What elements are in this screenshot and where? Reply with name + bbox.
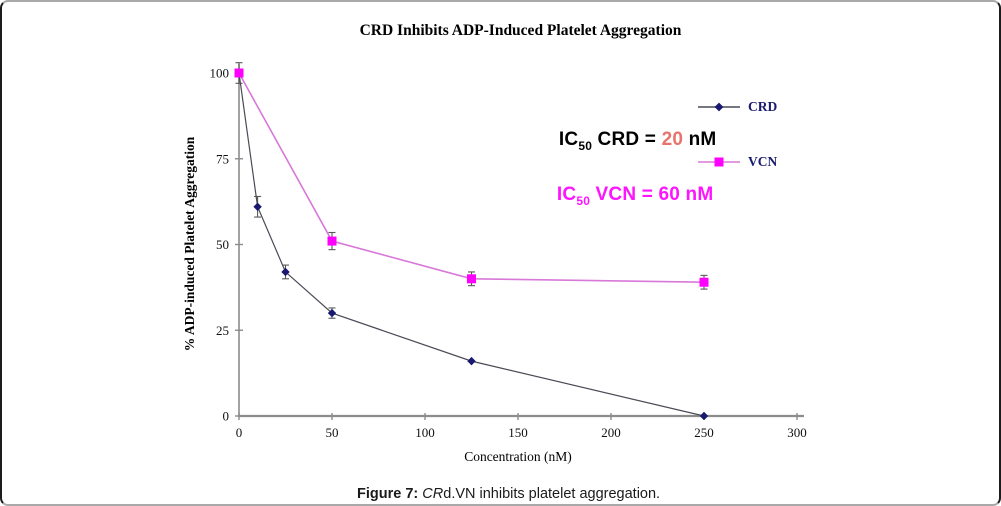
x-tick-label: 150 (508, 425, 528, 440)
data-point-square (327, 236, 337, 246)
ic50-vcn-annotation: IC50 VCN = 60 nM (535, 162, 713, 230)
y-tick-label: 100 (210, 66, 230, 81)
data-point-diamond (327, 308, 337, 318)
y-tick-label: 50 (216, 237, 229, 252)
ic50-crd-subscript: 50 (578, 139, 593, 153)
data-point-square (234, 68, 244, 78)
x-tick-label: 0 (236, 425, 243, 440)
caption-rest: d.VN inhibits platelet aggregation. (443, 486, 661, 502)
ic50-crd-suffix: nM (683, 129, 717, 150)
data-point-diamond (699, 411, 709, 421)
crd-legend-marker-icon (698, 102, 740, 112)
series-line (238, 72, 705, 284)
axes: 0 50 100 150 200 250 300 0 25 50 75 100 (210, 64, 807, 440)
data-point-diamond (253, 202, 262, 211)
caption-prefix: Figure 7: (357, 486, 423, 502)
ic50-crd-prefix: IC (558, 129, 579, 150)
legend-label-crd: CRD (748, 99, 778, 114)
y-tick-label: 75 (216, 151, 229, 166)
legend-label-vcn: VCN (748, 154, 778, 169)
caption-italic: CR (422, 486, 444, 502)
data-point-square (467, 274, 476, 284)
x-tick-label: 300 (787, 425, 807, 440)
data-point-diamond (281, 267, 290, 277)
ic50-vcn-suffix: nM (680, 184, 714, 205)
figure-caption: Figure 7: CRd.VN inhibits platelet aggre… (2, 470, 999, 504)
ic50-vcn-prefix: IC (556, 184, 577, 205)
x-tick-label: 50 (326, 425, 339, 440)
ic50-vcn-mid: VCN = (590, 184, 659, 205)
y-tick-label: 0 (223, 409, 230, 424)
data-point-square (699, 277, 709, 287)
ic50-vcn-value: 60 (658, 184, 681, 205)
x-tick-label: 200 (601, 425, 621, 440)
y-tick-label: 25 (216, 323, 229, 338)
ic50-crd-mid: CRD = (592, 129, 662, 150)
ic50-crd-value: 20 (661, 129, 684, 150)
data-point-diamond (467, 356, 476, 366)
legend-item-crd: CRD (696, 99, 777, 115)
chart-title: CRD Inhibits ADP-Induced Platelet Aggreg… (359, 22, 682, 39)
ic50-vcn-subscript: 50 (576, 194, 591, 208)
ic50-crd-annotation: IC50 CRD = 20 nM (537, 107, 716, 175)
x-tick-label: 250 (694, 425, 714, 440)
x-axis-label: Concentration (nM) (464, 449, 572, 464)
vcn-legend-marker-icon (698, 157, 740, 167)
x-tick-label: 100 (415, 425, 435, 440)
legend-item-vcn: VCN (696, 154, 777, 170)
series-line (238, 72, 705, 417)
series-vcn (234, 68, 709, 290)
